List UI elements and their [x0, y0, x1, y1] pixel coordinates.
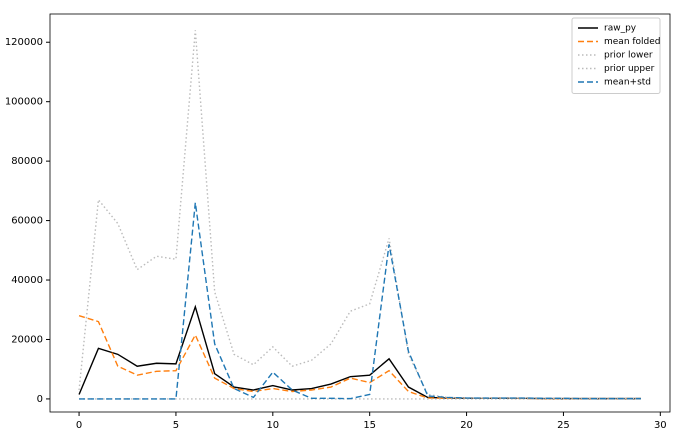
x-tick-label: 15 [363, 420, 376, 431]
x-tick-label: 30 [654, 420, 667, 431]
legend-label: mean folded [604, 37, 661, 47]
legend-label: raw_py [604, 24, 637, 34]
y-tick-label: 60000 [11, 216, 43, 227]
x-tick-label: 5 [173, 420, 179, 431]
y-tick-label: 100000 [5, 97, 43, 108]
line [78, 30, 641, 400]
x-tick-label: 25 [557, 420, 570, 431]
legend-label: prior upper [604, 64, 655, 74]
y-tick-label: 20000 [11, 334, 43, 345]
x-tick-label: 0 [76, 420, 82, 431]
legend-label: prior lower [604, 51, 653, 61]
legend-box [571, 17, 661, 94]
line [78, 304, 641, 400]
legend-label: mean+std [604, 78, 651, 88]
x-tick-label: 20 [460, 420, 473, 431]
y-tick-label: 0 [37, 394, 43, 405]
x-tick-label: 10 [266, 420, 279, 431]
plot-frame [49, 13, 671, 413]
y-tick-label: 40000 [11, 275, 43, 286]
y-tick-label: 80000 [11, 156, 43, 167]
y-tick-label: 120000 [5, 37, 43, 48]
line [78, 315, 641, 400]
line [79, 202, 641, 400]
